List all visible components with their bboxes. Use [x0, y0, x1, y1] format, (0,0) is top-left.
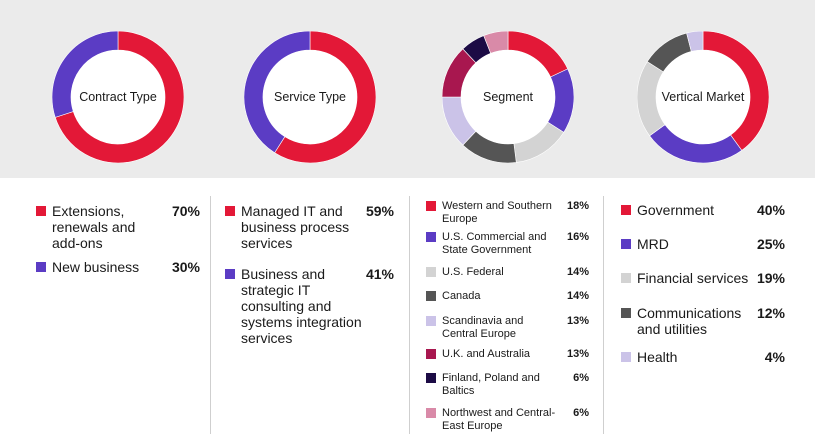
- legend-label: Health: [637, 349, 678, 365]
- service-type-title: Service Type: [273, 90, 347, 104]
- legend-swatch: [621, 205, 631, 215]
- contract-type-donut: Contract Type: [52, 31, 184, 163]
- segment-donut-svg: [442, 31, 574, 163]
- legend-swatch: [621, 273, 631, 283]
- legend-swatch: [621, 352, 631, 362]
- vertical-market-donut: Vertical Market: [637, 31, 769, 163]
- legend-label: Finland, Poland and Baltics: [442, 372, 540, 397]
- legend-swatch: [426, 408, 436, 418]
- column-divider: [409, 196, 410, 434]
- legend-value: 41%: [365, 266, 394, 282]
- vertical-market-donut-svg: [637, 31, 769, 163]
- legend-swatch: [621, 239, 631, 249]
- service-type-donut-svg: [244, 31, 376, 163]
- donut-hole: [656, 50, 750, 144]
- legend-swatch: [426, 232, 436, 242]
- legend-label: U.S. Commercial and State Government: [442, 231, 547, 256]
- legend-value: 13%: [566, 315, 589, 327]
- legend-label: Western and Southern Europe: [442, 200, 552, 225]
- legend-swatch: [426, 373, 436, 383]
- legend-label: Government: [637, 202, 715, 218]
- legend-label: Canada: [442, 290, 481, 302]
- legend-item: Business and strategic IT consulting and…: [225, 266, 394, 346]
- legend-item: Health 4%: [621, 349, 785, 367]
- legend-value: 16%: [566, 231, 589, 243]
- contract-type-title: Contract Type: [79, 90, 157, 104]
- legend-label: MRD: [637, 236, 669, 252]
- vertical-market-title: Vertical Market: [661, 90, 745, 104]
- legend-label: Northwest and Central-East Europe: [442, 407, 556, 432]
- legend-item: Financial services 19%: [621, 270, 785, 288]
- legend-value: 70%: [171, 203, 200, 219]
- legend-value: 4%: [764, 349, 785, 365]
- legend-item: U.S. Commercial and State Government 16%: [426, 231, 589, 259]
- legend-label: Managed IT and business process services: [241, 203, 350, 251]
- legend-item: Northwest and Central-East Europe 6%: [426, 407, 589, 435]
- legend-label: U.K. and Australia: [442, 348, 531, 360]
- donut-hole: [461, 50, 555, 144]
- legend-swatch: [426, 291, 436, 301]
- legend-swatch: [426, 267, 436, 277]
- legend-value: 12%: [756, 305, 785, 321]
- legend-value: 6%: [573, 372, 589, 384]
- contract-type-donut-svg: [52, 31, 184, 163]
- legend-item: Western and Southern Europe 18%: [426, 200, 589, 228]
- column-divider: [603, 196, 604, 434]
- segment-title: Segment: [482, 90, 534, 104]
- legend-value: 6%: [573, 407, 589, 419]
- legend-swatch: [426, 349, 436, 359]
- donut-hole: [263, 50, 357, 144]
- legend-label: Communications and utilities: [637, 305, 742, 337]
- legend-label: New business: [52, 259, 140, 275]
- legend-item: U.K. and Australia 13%: [426, 348, 589, 362]
- legend-label: Extensions, renewals and add-ons: [52, 203, 136, 251]
- legend-swatch: [426, 201, 436, 211]
- legend-label: Financial services: [637, 270, 749, 286]
- service-type-donut: Service Type: [244, 31, 376, 163]
- legend-value: 30%: [171, 259, 200, 275]
- legend-value: 14%: [566, 290, 589, 302]
- legend-value: 14%: [566, 266, 589, 278]
- legend-item: Managed IT and business process services…: [225, 203, 394, 253]
- legend-label: Business and strategic IT consulting and…: [241, 266, 362, 346]
- legend-swatch: [36, 262, 46, 272]
- legend-item: MRD 25%: [621, 236, 785, 254]
- legend-value: 59%: [365, 203, 394, 219]
- legend-swatch: [225, 206, 235, 216]
- legend-item: Extensions, renewals and add-ons 70%: [36, 203, 200, 253]
- legend-value: 18%: [566, 200, 589, 212]
- legend-item: New business 30%: [36, 259, 200, 277]
- legend-item: Communications and utilities 12%: [621, 305, 785, 339]
- segment-donut: Segment: [442, 31, 574, 163]
- legend-swatch: [225, 269, 235, 279]
- legend-label: U.S. Federal: [442, 266, 504, 278]
- legend-swatch: [426, 316, 436, 326]
- column-divider: [210, 196, 211, 434]
- legend-label: Scandinavia and Central Europe: [442, 315, 524, 340]
- legend-item: Scandinavia and Central Europe 13%: [426, 315, 589, 343]
- legend-item: Government 40%: [621, 202, 785, 220]
- legend-swatch: [621, 308, 631, 318]
- legend-item: Finland, Poland and Baltics 6%: [426, 372, 589, 400]
- legend-value: 40%: [756, 202, 785, 218]
- legend-value: 13%: [566, 348, 589, 360]
- legend-swatch: [36, 206, 46, 216]
- legend-value: 25%: [756, 236, 785, 252]
- donut-hole: [71, 50, 165, 144]
- legend-item: Canada 14%: [426, 290, 589, 304]
- legend-item: U.S. Federal 14%: [426, 266, 589, 280]
- legend-value: 19%: [756, 270, 785, 286]
